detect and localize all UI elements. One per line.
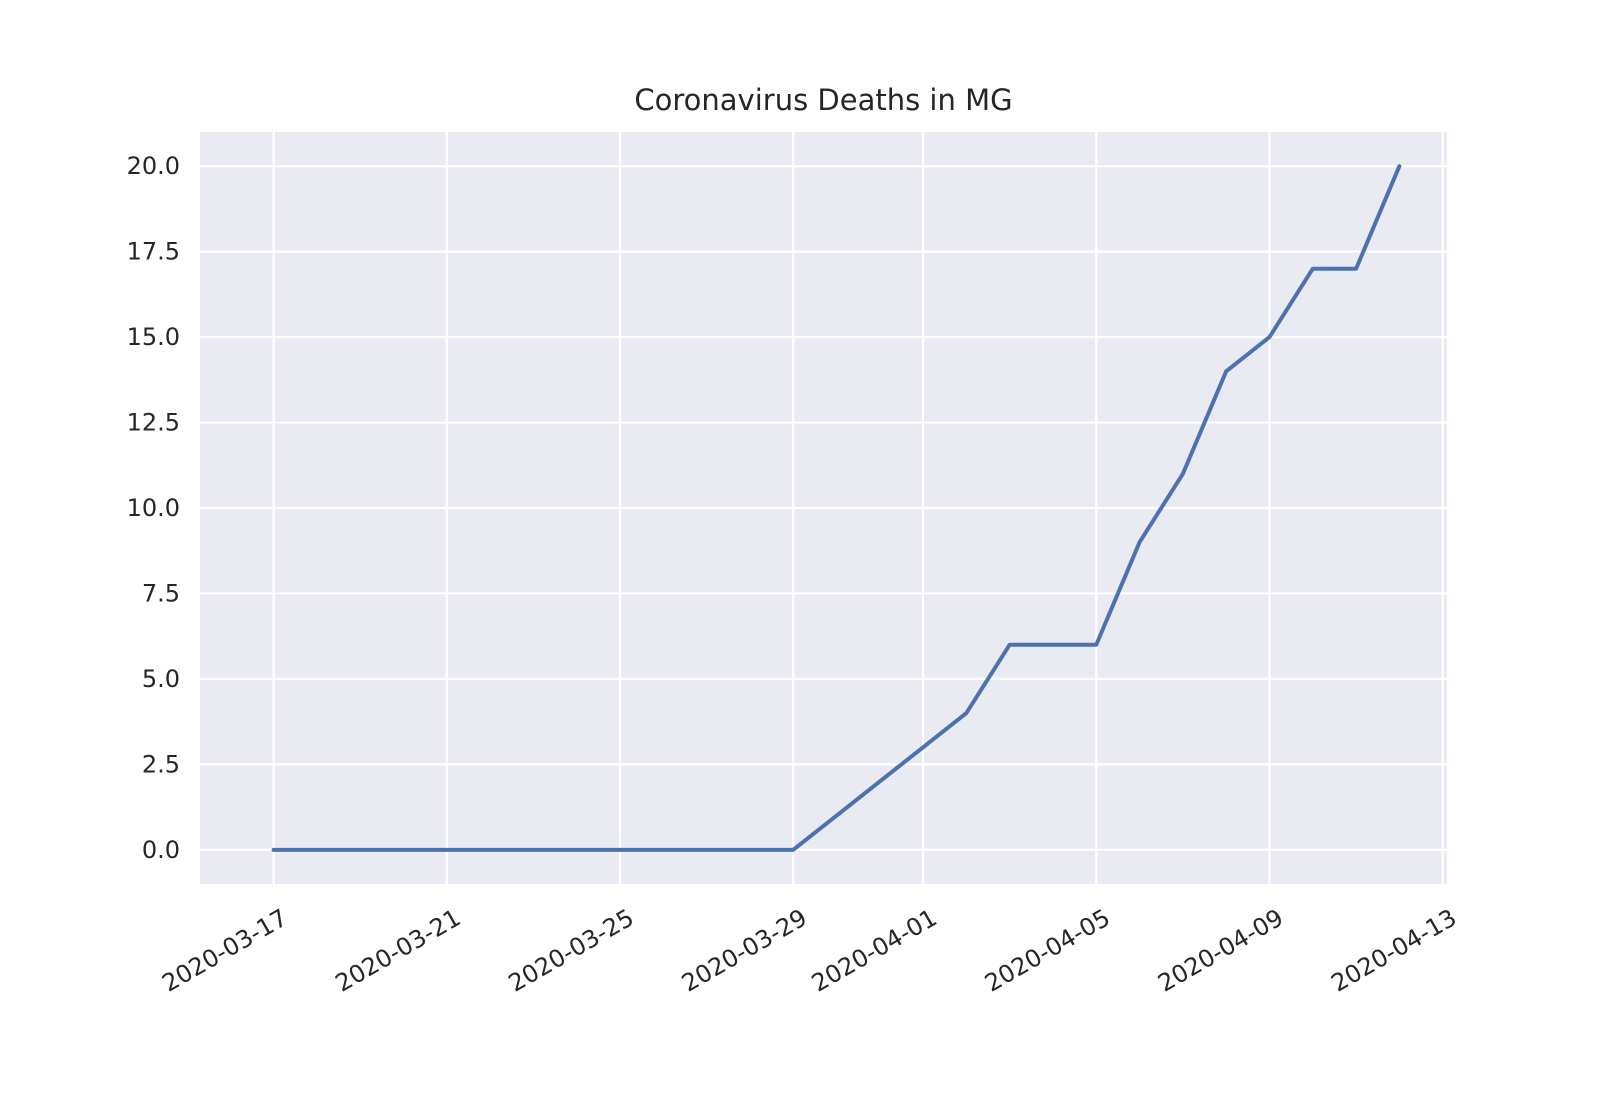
y-tick-label: 20.0 [127,152,180,180]
y-axis-ticks: 0.0 2.5 5.0 7.5 10.0 12.5 15.0 17.5 20.0 [127,152,180,864]
y-tick-label: 5.0 [142,665,180,693]
x-tick-label: 2020-03-17 [157,904,292,998]
x-tick-label: 2020-04-13 [1326,904,1461,998]
y-tick-label: 7.5 [142,579,180,607]
series-layer [271,164,1402,852]
x-tick-label: 2020-04-01 [807,904,942,998]
y-tick-label: 17.5 [127,238,180,266]
x-axis-ticks: 2020-03-17 2020-03-21 2020-03-25 2020-03-29… [157,904,1461,998]
x-tick-label: 2020-03-29 [677,904,812,998]
y-tick-label: 2.5 [142,750,180,778]
y-tick-label: 15.0 [127,323,180,351]
x-tick-label: 2020-03-25 [504,904,639,998]
y-tick-label: 12.5 [127,409,180,437]
x-tick-label: 2020-04-05 [980,904,1115,998]
x-tick-label: 2020-03-21 [331,904,466,998]
y-tick-label: 10.0 [127,494,180,522]
x-tick-label: 2020-04-09 [1153,904,1288,998]
chart-title: Coronavirus Deaths in MG [634,83,1012,117]
y-tick-label: 0.0 [142,836,180,864]
